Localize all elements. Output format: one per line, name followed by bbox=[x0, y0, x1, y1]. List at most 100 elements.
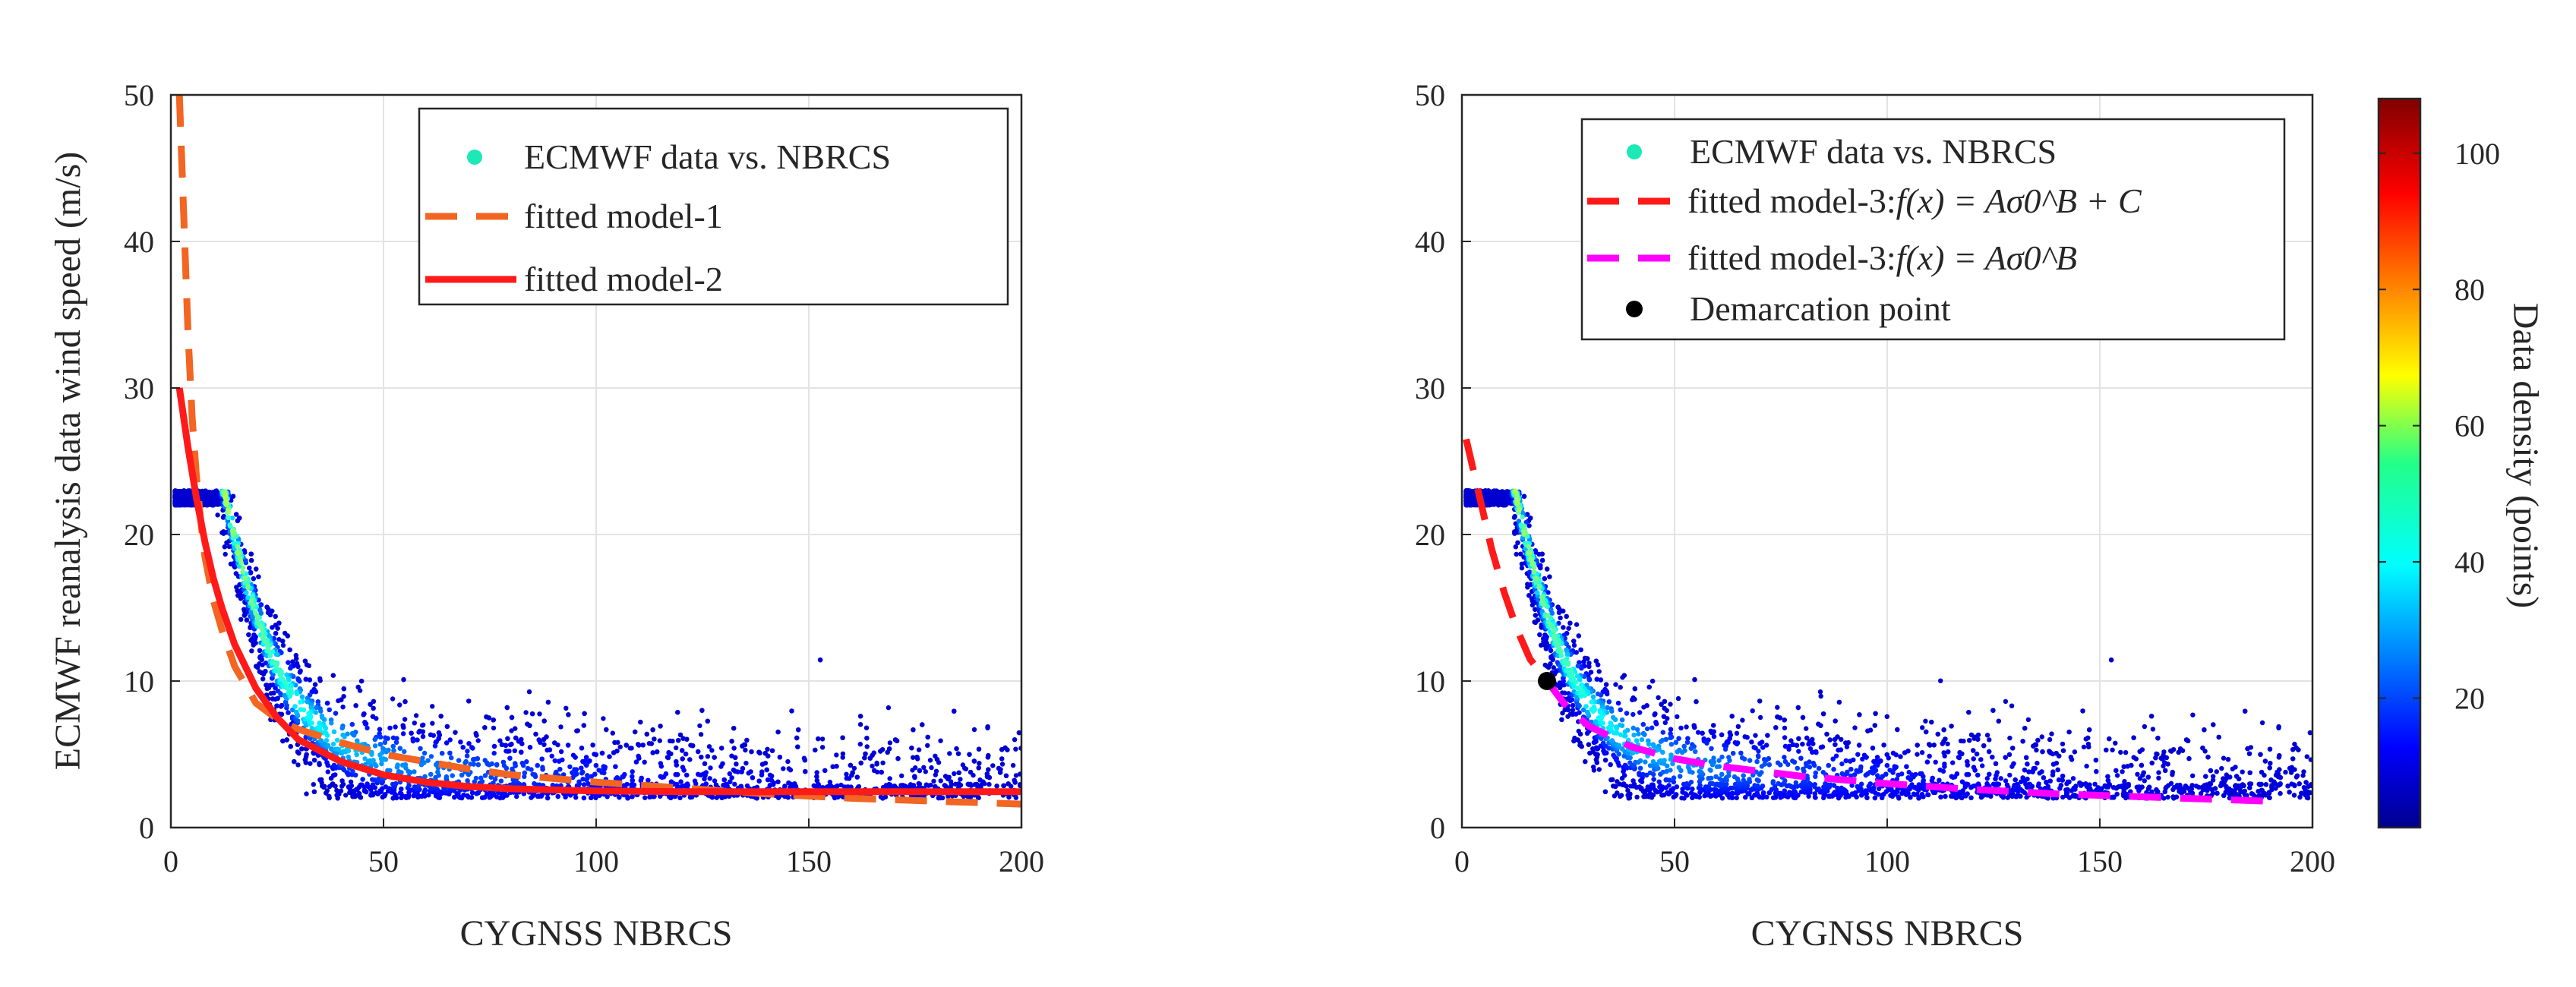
scatter-point bbox=[279, 711, 285, 717]
scatter-point bbox=[728, 779, 733, 784]
scatter-point bbox=[819, 736, 826, 742]
scatter-point bbox=[273, 631, 279, 636]
scatter-point bbox=[362, 721, 368, 727]
scatter-point bbox=[910, 768, 915, 773]
scatter-point bbox=[303, 676, 308, 682]
scatter-point bbox=[292, 704, 298, 709]
scatter-point bbox=[368, 702, 373, 707]
scatter-point bbox=[879, 769, 884, 775]
scatter-point bbox=[583, 755, 589, 760]
scatter-point bbox=[555, 793, 560, 799]
scatter-point bbox=[519, 741, 525, 746]
scatter-point bbox=[999, 747, 1005, 752]
scatter-point bbox=[271, 690, 276, 695]
scatter-point bbox=[933, 784, 938, 790]
scatter-point bbox=[732, 781, 737, 787]
scatter-point bbox=[514, 793, 519, 799]
scatter-point bbox=[235, 518, 241, 524]
scatter-point bbox=[353, 703, 358, 708]
scatter-point bbox=[644, 731, 649, 737]
scatter-point bbox=[549, 753, 554, 758]
scatter-point bbox=[917, 768, 923, 774]
scatter-point bbox=[331, 762, 337, 768]
scatter-point bbox=[336, 747, 342, 752]
scatter-point bbox=[574, 728, 579, 733]
scatter-point bbox=[397, 702, 402, 708]
scatter-point bbox=[349, 721, 355, 727]
scatter-point bbox=[971, 772, 976, 778]
scatter-point bbox=[535, 763, 540, 768]
scatter-point bbox=[658, 724, 663, 729]
scatter-point bbox=[444, 774, 450, 780]
scatter-point bbox=[410, 738, 416, 744]
scatter-point bbox=[379, 756, 384, 762]
scatter-point bbox=[519, 749, 524, 755]
scatter-point bbox=[251, 576, 256, 582]
scatter-point bbox=[498, 778, 504, 784]
scatter-point bbox=[370, 782, 376, 787]
scatter-point bbox=[288, 744, 293, 749]
scatter-point bbox=[507, 742, 513, 748]
scatter-point bbox=[284, 737, 289, 743]
scatter-point bbox=[646, 777, 651, 784]
scatter-point bbox=[696, 771, 701, 777]
scatter-point bbox=[257, 648, 263, 653]
scatter-point bbox=[399, 787, 404, 792]
scatter-point bbox=[702, 776, 707, 782]
scatter-point bbox=[342, 734, 347, 739]
scatter-point bbox=[580, 776, 586, 782]
scatter-point bbox=[765, 777, 771, 783]
scatter-point bbox=[886, 705, 892, 711]
scatter-point bbox=[359, 782, 365, 787]
scatter-point bbox=[390, 696, 396, 702]
scatter-point bbox=[317, 761, 322, 766]
scatter-point bbox=[990, 763, 996, 768]
scatter-point bbox=[630, 794, 635, 799]
scatter-point bbox=[739, 769, 744, 774]
scatter-point bbox=[977, 761, 982, 766]
scatter-point bbox=[963, 766, 969, 771]
scatter-point bbox=[765, 746, 770, 752]
scatter-point bbox=[840, 755, 845, 760]
scatter-point bbox=[708, 765, 713, 771]
scatter-point bbox=[766, 753, 771, 758]
scatter-point bbox=[794, 735, 800, 741]
scatter-point bbox=[365, 725, 370, 731]
scatter-point bbox=[777, 755, 783, 760]
scatter-point bbox=[420, 729, 425, 734]
scatter-point bbox=[319, 777, 324, 782]
scatter-point bbox=[371, 758, 376, 763]
scatter-point bbox=[336, 698, 341, 704]
scatter-point bbox=[978, 783, 983, 788]
scatter-point bbox=[650, 750, 655, 755]
scatter-point bbox=[856, 784, 862, 790]
scatter-point bbox=[668, 779, 674, 784]
scatter-point bbox=[844, 775, 850, 781]
scatter-point bbox=[967, 752, 972, 757]
scatter-point bbox=[248, 551, 254, 557]
scatter-point bbox=[322, 784, 327, 790]
scatter-point bbox=[323, 730, 329, 736]
scatter-point bbox=[428, 771, 434, 777]
scatter-point bbox=[912, 774, 917, 780]
scatter-point bbox=[462, 760, 468, 765]
scatter-point bbox=[402, 698, 408, 705]
scatter-point bbox=[527, 745, 533, 750]
scatter-point bbox=[357, 688, 363, 693]
scatter-point bbox=[743, 747, 748, 753]
scatter-point bbox=[253, 634, 258, 640]
scatter-point bbox=[428, 754, 434, 759]
scatter-point bbox=[276, 637, 282, 642]
scatter-point bbox=[461, 793, 466, 798]
scatter-point bbox=[464, 753, 470, 758]
scatter-point bbox=[294, 691, 300, 696]
scatter-point bbox=[681, 768, 687, 773]
scatter-point bbox=[313, 689, 319, 695]
scatter-point bbox=[531, 792, 537, 797]
scatter-point bbox=[415, 737, 420, 743]
scatter-point bbox=[400, 762, 406, 768]
scatter-point bbox=[703, 781, 709, 787]
scatter-point bbox=[593, 763, 599, 768]
scatter-point bbox=[524, 759, 529, 765]
scatter-point bbox=[401, 676, 406, 683]
